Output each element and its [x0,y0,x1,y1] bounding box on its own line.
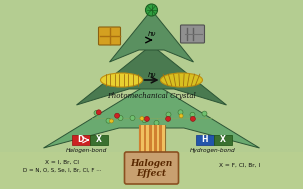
Ellipse shape [113,69,190,120]
Bar [144,148,159,156]
Circle shape [94,110,99,115]
Bar [146,125,149,155]
Ellipse shape [63,37,240,152]
Text: X: X [95,136,102,145]
FancyBboxPatch shape [125,152,178,184]
Ellipse shape [13,6,290,183]
Ellipse shape [105,64,198,125]
Bar [152,125,154,155]
Ellipse shape [21,11,282,178]
Circle shape [140,116,144,120]
Circle shape [166,112,171,117]
Ellipse shape [101,73,142,87]
Circle shape [178,110,183,115]
FancyBboxPatch shape [98,27,121,45]
Ellipse shape [46,27,257,162]
Bar [157,125,159,155]
Ellipse shape [5,1,298,188]
Bar [89,135,108,145]
Text: Effect: Effect [136,170,167,178]
Bar [159,125,162,155]
Ellipse shape [146,90,157,99]
Circle shape [166,116,171,121]
Ellipse shape [96,58,207,131]
FancyBboxPatch shape [181,25,205,43]
Text: Halogen: Halogen [130,160,173,169]
Text: Photomechanical Crystal: Photomechanical Crystal [107,92,196,100]
Polygon shape [76,45,227,105]
Ellipse shape [138,84,165,105]
Circle shape [202,111,207,116]
Ellipse shape [38,22,265,167]
Circle shape [145,116,149,122]
Text: D: D [77,136,84,145]
Bar [154,125,157,155]
Text: Hydrogen-bond: Hydrogen-bond [190,148,235,153]
Circle shape [109,119,113,123]
Ellipse shape [161,73,202,87]
Bar [162,125,165,155]
FancyBboxPatch shape [138,125,165,155]
Text: X = I, Br, Cl: X = I, Br, Cl [45,160,79,165]
Bar [144,125,146,155]
Polygon shape [44,82,259,148]
Bar [195,135,214,145]
Ellipse shape [88,53,215,136]
Bar [0,152,303,189]
Circle shape [106,118,111,123]
Circle shape [190,112,195,117]
Ellipse shape [130,79,173,110]
Bar [138,125,141,155]
Bar [72,135,89,145]
Circle shape [190,116,195,121]
Circle shape [118,115,123,121]
Text: Halogen-bond: Halogen-bond [66,148,107,153]
Text: hν: hν [147,72,156,78]
Bar [141,125,144,155]
Circle shape [96,110,101,115]
Ellipse shape [80,48,223,141]
Ellipse shape [71,43,232,146]
Polygon shape [109,10,194,62]
Ellipse shape [122,74,181,115]
Circle shape [145,4,158,16]
Ellipse shape [29,16,274,173]
Circle shape [154,120,159,125]
Text: X = F, Cl, Br, I: X = F, Cl, Br, I [219,163,261,168]
Ellipse shape [55,32,248,157]
Bar [149,125,152,155]
Text: D = N, O, S, Se, I, Br, Cl, F ···: D = N, O, S, Se, I, Br, Cl, F ··· [23,168,101,173]
Circle shape [130,115,135,121]
Text: hν: hν [147,31,156,37]
Bar [214,135,231,145]
Text: H: H [201,136,208,145]
Circle shape [179,114,183,118]
Circle shape [142,118,147,123]
Text: X: X [220,136,225,145]
Circle shape [115,113,120,118]
